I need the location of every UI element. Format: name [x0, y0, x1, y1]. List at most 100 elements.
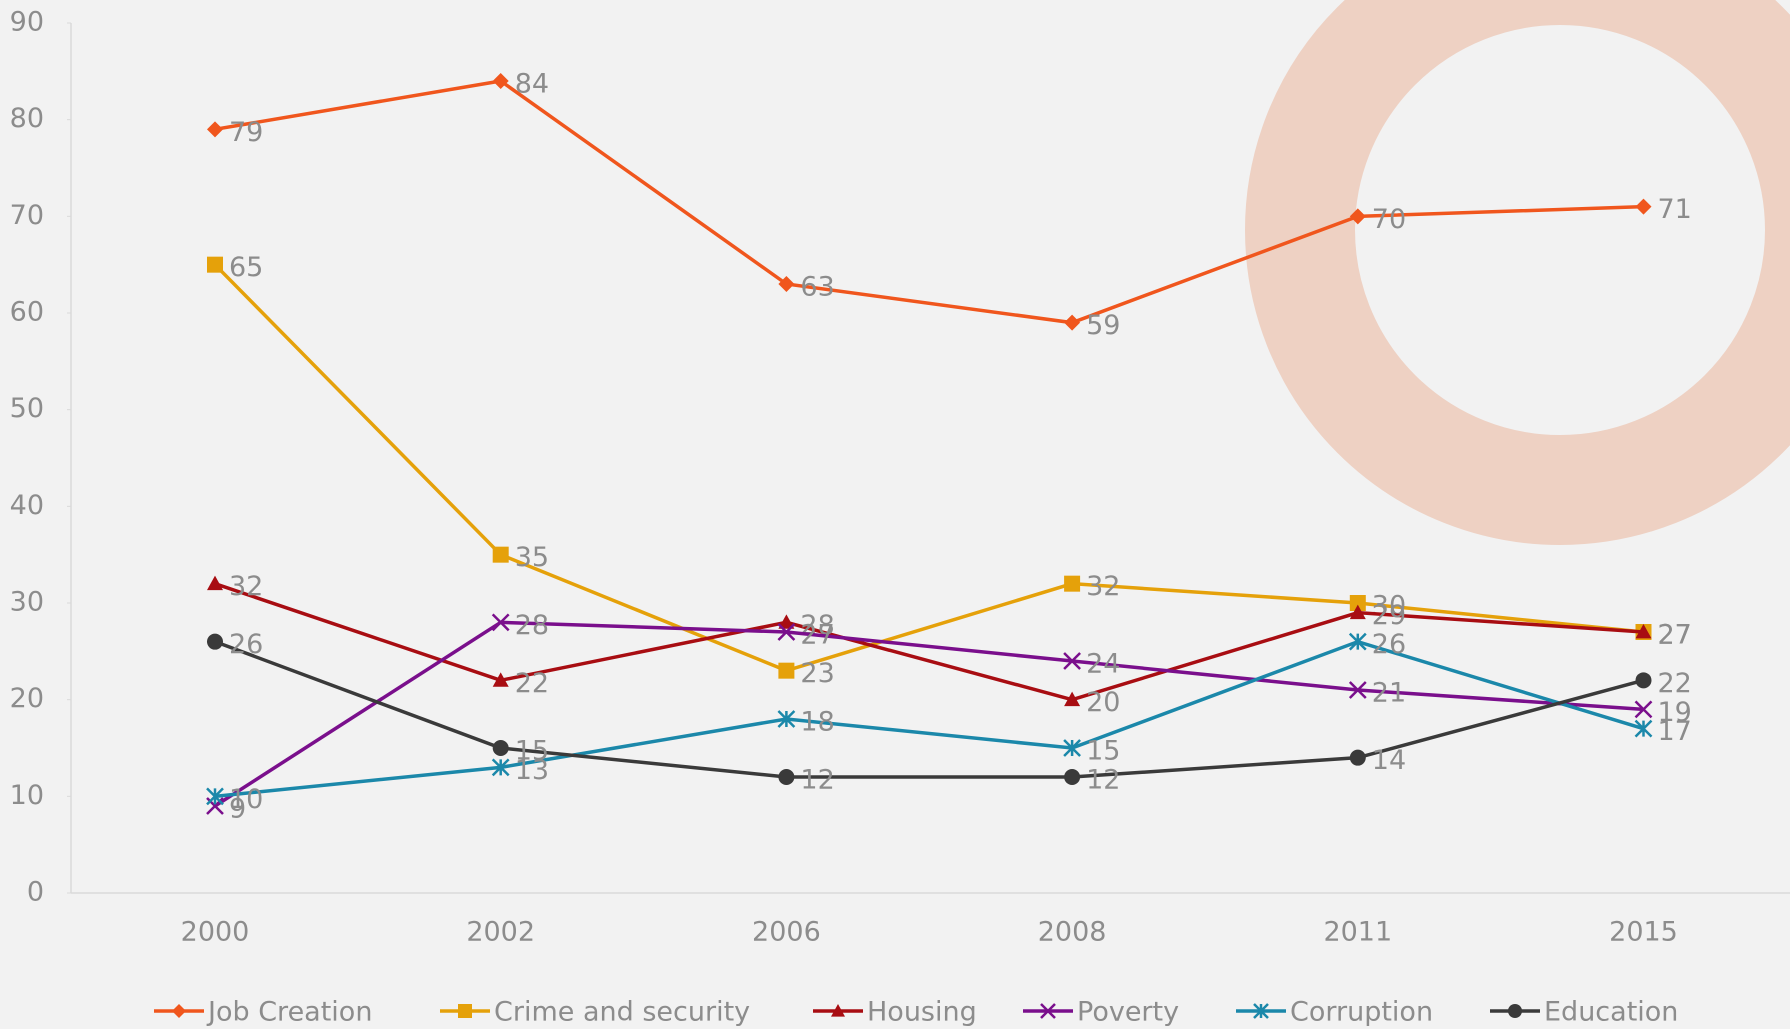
series-line — [214, 582, 1644, 702]
data-label: 27 — [800, 620, 834, 651]
x-tick-label: 2006 — [752, 917, 821, 948]
marker — [1064, 314, 1081, 331]
marker-shape — [1063, 739, 1081, 757]
y-tick-label: 80 — [10, 103, 44, 134]
data-label: 22 — [1658, 668, 1692, 699]
marker-shape — [1064, 691, 1081, 707]
marker — [1635, 198, 1652, 215]
marker-shape — [778, 276, 795, 292]
marker — [831, 1004, 845, 1017]
marker — [778, 769, 795, 785]
marker — [207, 256, 223, 273]
marker-shape — [1349, 604, 1366, 620]
marker-shape — [492, 546, 509, 563]
marker-shape — [207, 575, 223, 591]
marker — [492, 73, 509, 89]
marker — [207, 121, 223, 138]
legend-item: Poverty — [1023, 997, 1179, 1028]
x-tick-label: 2008 — [1038, 917, 1107, 948]
series-line — [214, 640, 1644, 779]
marker — [1349, 749, 1366, 766]
marker-shape — [778, 662, 795, 679]
marker-shape — [1348, 632, 1367, 651]
legend-item: Corruption — [1236, 997, 1433, 1028]
marker-shape — [1635, 624, 1652, 639]
data-label: 70 — [1372, 204, 1406, 235]
legend-item: Housing — [813, 997, 977, 1028]
marker-shape — [1634, 700, 1653, 719]
data-label: 27 — [1658, 620, 1692, 651]
data-label: 12 — [800, 765, 834, 796]
marker-shape — [492, 740, 509, 756]
marker-shape — [1635, 672, 1652, 689]
data-label: 71 — [1658, 194, 1692, 225]
marker — [207, 633, 223, 650]
marker-shape — [777, 623, 796, 641]
marker — [1064, 769, 1081, 785]
marker-shape — [491, 758, 510, 777]
data-label: 23 — [800, 658, 834, 689]
data-label: 27 — [1658, 620, 1692, 651]
marker-shape — [207, 633, 223, 650]
data-label: 21 — [1372, 678, 1406, 709]
marker-shape — [491, 613, 510, 632]
data-label: 28 — [515, 610, 549, 641]
data-label: 12 — [1086, 765, 1120, 796]
marker-shape — [492, 672, 509, 687]
marker — [1040, 1003, 1056, 1019]
marker-shape — [1063, 652, 1081, 670]
y-tick-label: 70 — [10, 200, 44, 231]
data-label: 13 — [515, 755, 549, 786]
legend-label: Job Creation — [206, 997, 372, 1028]
data-label: 32 — [229, 571, 263, 602]
legend-label: Housing — [867, 997, 977, 1028]
data-label: 14 — [1372, 745, 1406, 776]
marker — [1064, 691, 1081, 707]
legend-label: Crime and security — [494, 997, 750, 1028]
x-tick-label: 2011 — [1323, 917, 1392, 948]
marker-shape — [1349, 208, 1366, 225]
marker-shape — [492, 73, 509, 89]
marker-shape — [172, 1004, 186, 1018]
data-label: 18 — [800, 707, 834, 738]
marker — [1349, 604, 1366, 620]
legend-label: Corruption — [1290, 997, 1433, 1028]
marker-shape — [1508, 1004, 1522, 1018]
marker — [206, 787, 224, 806]
marker — [491, 613, 510, 632]
marker-shape — [778, 769, 795, 785]
legend-item: Job Creation — [154, 997, 372, 1028]
marker — [1064, 575, 1081, 592]
marker-shape — [1064, 575, 1081, 592]
marker — [458, 1004, 472, 1018]
marker — [1349, 595, 1366, 611]
marker — [1349, 208, 1366, 225]
series-line — [214, 620, 1644, 808]
marker — [172, 1004, 186, 1018]
y-tick-label: 50 — [10, 393, 44, 424]
data-label: 26 — [229, 629, 263, 660]
x-tick-label: 2015 — [1609, 917, 1678, 948]
marker-shape — [206, 787, 224, 806]
marker-shape — [1634, 719, 1653, 738]
marker — [777, 710, 796, 728]
data-label: 29 — [1372, 600, 1406, 631]
y-tick-label: 40 — [10, 490, 44, 521]
data-label: 22 — [515, 668, 549, 699]
marker — [1634, 719, 1653, 738]
data-label: 35 — [515, 542, 549, 573]
data-label: 15 — [515, 736, 549, 767]
marker — [1635, 672, 1652, 689]
data-label: 10 — [229, 784, 263, 815]
y-tick-label: 60 — [10, 297, 44, 328]
marker-shape — [458, 1004, 472, 1018]
marker — [778, 276, 795, 292]
data-label: 19 — [1658, 697, 1692, 728]
marker — [491, 758, 510, 777]
data-label: 65 — [229, 252, 263, 283]
marker-shape — [1349, 595, 1366, 611]
marker — [492, 740, 509, 756]
data-label: 84 — [515, 69, 549, 100]
y-tick-label: 90 — [10, 7, 44, 38]
legend-item: Education — [1490, 997, 1678, 1028]
